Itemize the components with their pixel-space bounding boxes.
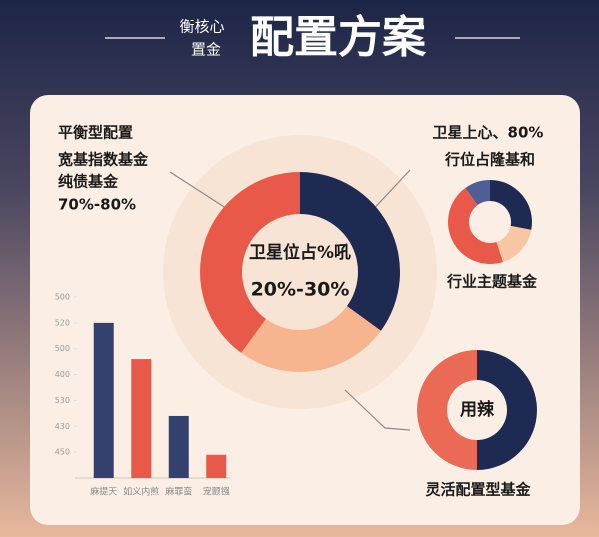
annotation: 行业主题基金 <box>446 273 538 291</box>
center-label: 卫星位占%吼 <box>249 242 351 263</box>
bar <box>131 359 152 478</box>
annotation: 70%-80% <box>58 196 136 214</box>
y-tick-label: 400 <box>55 370 70 379</box>
donut-segment <box>300 172 401 331</box>
annotation: 平衡型配置 <box>58 124 133 142</box>
bar <box>93 322 114 478</box>
donut-segment <box>417 350 477 470</box>
header-small: 置金 <box>191 41 221 59</box>
annotation: 行位占隆基和 <box>444 151 535 169</box>
callout-line <box>344 389 411 431</box>
donut-segment <box>241 306 381 373</box>
annotation: 卫星上心、80% <box>433 124 544 142</box>
callout-line <box>169 171 233 213</box>
donut-segment <box>490 180 532 230</box>
donut-segment <box>465 180 490 206</box>
donut-segment <box>477 350 537 470</box>
donut-segment <box>200 172 300 353</box>
x-tick-label: 麻提天 <box>90 486 117 498</box>
y-tick-label: 430 <box>55 422 70 431</box>
x-tick-label: 如义内煎 <box>123 486 159 498</box>
y-tick-label: 450 <box>55 448 70 457</box>
annotation: 纯债基金 <box>58 173 119 191</box>
header-small: 衡核心 <box>179 18 224 36</box>
bar <box>206 454 227 478</box>
y-tick-label: 500 <box>55 293 70 302</box>
center-label: 用辣 <box>460 399 495 420</box>
y-tick-label: 520 <box>55 318 70 327</box>
x-tick-label: 麻罪蛮 <box>165 486 192 498</box>
donut-segment <box>496 225 532 262</box>
y-tick-label: 500 <box>55 344 70 353</box>
annotation: 灵活配置型基金 <box>425 481 531 499</box>
annotation: 宽基指数基金 <box>57 151 149 169</box>
center-label: 20%-30% <box>251 279 350 301</box>
bar <box>168 415 189 478</box>
donut-segment <box>448 188 503 264</box>
x-tick-label: 宠颤镪 <box>203 486 230 498</box>
header-title: 配置方案 <box>250 12 427 63</box>
y-tick-label: 530 <box>55 396 70 405</box>
